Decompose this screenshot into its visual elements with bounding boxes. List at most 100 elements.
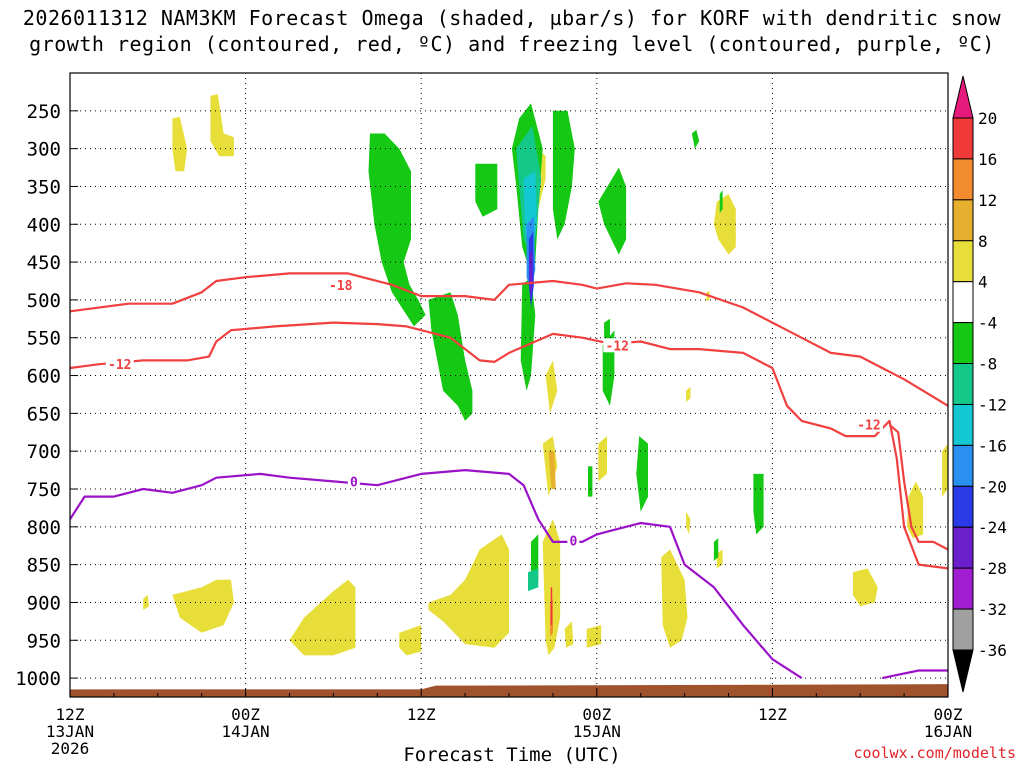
omega-region bbox=[713, 538, 719, 561]
axes: 250 300 350 400 450 500 550 600 650 700 750 800 850 9… bbox=[15, 72, 972, 758]
y-tick-label: 400 bbox=[27, 214, 61, 236]
colorbar-bin bbox=[952, 240, 974, 283]
contours: -18 -12 -12 -12 0 0 bbox=[70, 272, 948, 680]
y-tick-label: 1000 bbox=[15, 668, 61, 690]
omega-region bbox=[852, 568, 878, 607]
colorbar-label: -28 bbox=[978, 559, 1007, 578]
colorbar-bin bbox=[952, 281, 974, 324]
colorbar-label: -4 bbox=[978, 314, 997, 333]
omega-region bbox=[475, 163, 498, 217]
y-tick-label: 450 bbox=[27, 252, 61, 274]
y-tick-label: 700 bbox=[27, 441, 61, 463]
omega-region bbox=[598, 436, 607, 482]
omega-region bbox=[528, 568, 539, 592]
contour-line bbox=[70, 272, 948, 407]
colorbar-bin bbox=[952, 322, 974, 365]
y-tick-label: 800 bbox=[27, 517, 61, 539]
plot-area: -18 -12 -12 -12 0 0 bbox=[69, 73, 949, 697]
x-tick-label: 12Z bbox=[56, 705, 85, 724]
credit-text: coolwx.com/modelts bbox=[853, 744, 1016, 762]
colorbar-label: -8 bbox=[978, 355, 997, 374]
contour-label: 0 bbox=[350, 475, 358, 490]
colorbar-label: 8 bbox=[978, 232, 988, 251]
contour-label: -12 bbox=[857, 419, 880, 434]
colorbar-under-triangle bbox=[952, 649, 974, 693]
colorbar-label: -16 bbox=[978, 436, 1007, 455]
y-tick-label: 950 bbox=[27, 630, 61, 652]
y-tick-label: 350 bbox=[27, 176, 61, 198]
contour-line bbox=[70, 321, 948, 570]
colorbar-label: 4 bbox=[978, 273, 988, 292]
colorbar-label: 16 bbox=[978, 150, 997, 169]
colorbar-bin bbox=[952, 158, 974, 201]
colorbar-bin bbox=[952, 567, 974, 610]
contour-line bbox=[881, 669, 948, 680]
omega-region bbox=[686, 386, 691, 402]
omega-region bbox=[564, 621, 574, 648]
x-tick-label: 13JAN bbox=[46, 722, 94, 741]
colorbar-label: -12 bbox=[978, 395, 1007, 414]
x-tick-label: 12Z bbox=[407, 705, 436, 724]
omega-region bbox=[550, 587, 553, 626]
omega-region bbox=[289, 579, 356, 656]
colorbar-label: -24 bbox=[978, 518, 1007, 537]
colorbar-over-triangle bbox=[952, 75, 974, 119]
contour-label-bg bbox=[603, 338, 632, 353]
x-axis-label: Forecast Time (UTC) bbox=[403, 744, 621, 766]
colorbar-bin bbox=[952, 526, 974, 569]
omega-region bbox=[428, 292, 473, 421]
y-tick-label: 750 bbox=[27, 479, 61, 501]
contour-line bbox=[888, 423, 948, 551]
omega-region bbox=[691, 129, 700, 149]
omega-shading bbox=[143, 94, 948, 656]
y-tick-label: 300 bbox=[27, 139, 61, 161]
omega-region bbox=[428, 534, 509, 648]
contour-label: -12 bbox=[108, 358, 131, 373]
omega-region bbox=[661, 549, 688, 648]
x-tick-label: 00Z bbox=[231, 705, 260, 724]
omega-region bbox=[172, 116, 188, 172]
x-tick-label: 15JAN bbox=[573, 722, 621, 741]
omega-region bbox=[713, 194, 736, 255]
omega-region bbox=[545, 360, 558, 414]
omega-region bbox=[143, 594, 149, 610]
x-tick-label: 00Z bbox=[934, 705, 963, 724]
colorbar-bin bbox=[952, 363, 974, 405]
y-tick-label: 600 bbox=[27, 366, 61, 388]
y-tick-label: 550 bbox=[27, 328, 61, 350]
omega-region bbox=[604, 318, 610, 342]
y-tick-label: 850 bbox=[27, 555, 61, 577]
terrain-top bbox=[70, 684, 948, 691]
colorbar-bin bbox=[952, 403, 974, 446]
omega-region bbox=[210, 94, 234, 157]
contour-label-bg bbox=[567, 533, 580, 548]
colorbar-bin bbox=[952, 485, 974, 528]
colorbar-bin bbox=[952, 199, 974, 242]
colorbar-bin bbox=[952, 444, 974, 487]
colorbar-label: -36 bbox=[978, 641, 1007, 660]
x-tick-label: 12Z bbox=[758, 705, 787, 724]
chart-title-line-2: growth region (contoured, red, ºC) and f… bbox=[29, 32, 995, 56]
omega-region bbox=[552, 110, 575, 240]
colorbar-bin bbox=[952, 117, 974, 160]
y-tick-label: 250 bbox=[27, 101, 61, 123]
omega-region bbox=[588, 466, 593, 497]
contour-label: -12 bbox=[606, 339, 629, 354]
contour-label: -18 bbox=[329, 279, 353, 294]
omega-region bbox=[172, 579, 234, 633]
omega-region bbox=[636, 436, 648, 512]
omega-region bbox=[520, 277, 536, 391]
omega-region bbox=[586, 625, 602, 648]
contour-label-bg bbox=[105, 357, 134, 372]
x-tick-label: 00Z bbox=[582, 705, 611, 724]
contour-label-bg bbox=[854, 417, 883, 432]
y-tick-label: 500 bbox=[27, 290, 61, 312]
omega-region bbox=[598, 167, 627, 255]
contour-line bbox=[70, 469, 803, 680]
colorbar: 20 16 12 8 4 -4 -8 -12 -16 -20 -24 -28 -32 -36 bbox=[952, 75, 1007, 693]
omega-region bbox=[942, 443, 948, 497]
colorbar-label: -32 bbox=[978, 600, 1007, 619]
chart-title-line-1: 2026011312 NAM3KM Forecast Omega (shaded… bbox=[22, 6, 1002, 30]
omega-region bbox=[548, 451, 556, 489]
